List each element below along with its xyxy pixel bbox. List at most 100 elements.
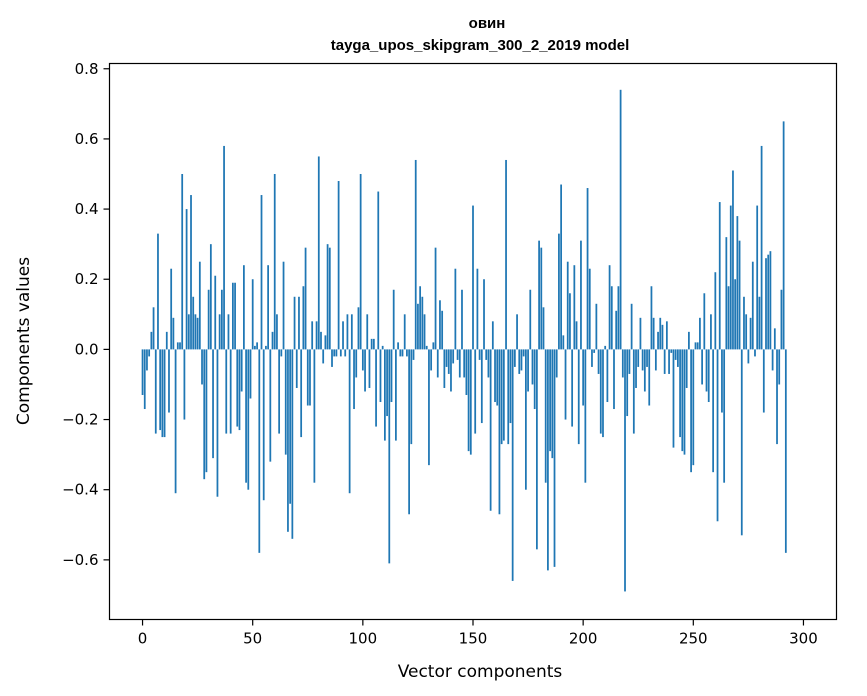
bar-282 — [762, 349, 765, 413]
bar-18 — [181, 173, 184, 350]
bar-109 — [381, 345, 384, 350]
bar-200 — [582, 349, 585, 406]
bar-283 — [765, 258, 767, 350]
bar-90 — [339, 349, 342, 357]
bar-260 — [714, 272, 717, 350]
bar-121 — [408, 349, 410, 515]
bar-128 — [423, 314, 426, 350]
x-tick-label: 250 — [679, 630, 708, 648]
bar-278 — [754, 349, 756, 357]
bar-145 — [461, 289, 463, 350]
bar-202 — [586, 188, 589, 350]
bar-194 — [569, 293, 571, 350]
bar-236 — [661, 324, 664, 350]
bar-175 — [527, 349, 529, 392]
bar-213 — [610, 286, 613, 350]
bar-102 — [366, 314, 369, 350]
bar-287 — [773, 328, 776, 350]
bar-140 — [450, 349, 452, 392]
bar-168 — [511, 349, 514, 581]
bar-71 — [298, 296, 300, 350]
y-axis-label: Components values — [14, 257, 34, 425]
bar-280 — [758, 296, 761, 350]
bar-184 — [547, 349, 549, 571]
bar-281 — [760, 145, 763, 350]
bar-241 — [672, 349, 675, 448]
bar-169 — [513, 349, 516, 367]
bar-96 — [353, 349, 355, 410]
bar-83 — [324, 335, 327, 350]
bar-16 — [176, 342, 179, 350]
bar-72 — [300, 349, 303, 438]
bar-162 — [498, 349, 501, 515]
bar-19 — [183, 349, 186, 420]
bar-208 — [599, 349, 602, 434]
bar-249 — [690, 349, 692, 473]
bar-273 — [743, 296, 745, 350]
bar-288 — [776, 349, 778, 445]
bar-129 — [425, 345, 428, 350]
bar-193 — [566, 261, 569, 350]
y-tick-label: 0.2 — [75, 270, 99, 288]
bar-73 — [302, 286, 305, 350]
bar-178 — [533, 349, 536, 410]
bar-39 — [227, 314, 230, 350]
x-tick-label: 50 — [243, 630, 262, 648]
bar-285 — [769, 251, 772, 350]
bar-206 — [595, 303, 598, 350]
bar-117 — [399, 349, 402, 357]
bar-29 — [205, 349, 208, 473]
y-tick-label: −0.6 — [62, 551, 98, 569]
bar-153 — [478, 349, 481, 360]
bar-34 — [216, 349, 219, 497]
bar-89 — [337, 181, 340, 350]
bar-199 — [580, 240, 582, 350]
bar-84 — [326, 244, 329, 350]
bar-261 — [716, 349, 719, 522]
bar-247 — [685, 349, 688, 388]
bar-94 — [348, 349, 351, 494]
bar-226 — [639, 317, 642, 350]
bar-13 — [170, 268, 173, 350]
bar-120 — [406, 349, 408, 357]
bar-134 — [436, 349, 439, 378]
bar-97 — [355, 349, 358, 378]
bar-59 — [271, 331, 274, 350]
bar-216 — [617, 286, 620, 350]
bar-113 — [390, 349, 393, 403]
bar-231 — [650, 286, 653, 350]
bar-185 — [549, 349, 551, 452]
bar-100 — [361, 349, 364, 371]
bar-107 — [377, 191, 380, 350]
bar-183 — [544, 349, 547, 483]
bar-228 — [643, 349, 646, 392]
bar-176 — [529, 289, 532, 350]
bar-221 — [628, 349, 631, 374]
bar-63 — [280, 349, 283, 357]
bar-272 — [740, 349, 743, 536]
bar-269 — [734, 279, 737, 350]
bar-133 — [434, 247, 437, 350]
bar-48 — [247, 349, 250, 490]
bar-55 — [262, 349, 265, 501]
bar-141 — [452, 349, 455, 364]
bar-291 — [782, 121, 785, 350]
bar-81 — [320, 331, 322, 350]
chart-subtitle: tayga_upos_skipgram_300_2_2019 model — [331, 37, 630, 54]
y-tick-label: −0.2 — [62, 411, 98, 429]
bar-276 — [749, 317, 752, 350]
bar-265 — [725, 237, 728, 350]
chart-title: овин — [469, 15, 506, 32]
bar-147 — [465, 349, 468, 395]
bar-1 — [143, 349, 146, 410]
bar-167 — [509, 349, 512, 424]
bar-46 — [243, 265, 245, 350]
y-tick-label: 0.4 — [75, 200, 99, 218]
bar-148 — [467, 349, 470, 452]
bar-50 — [251, 279, 254, 350]
bar-190 — [560, 184, 563, 350]
x-tick-label: 300 — [789, 630, 818, 648]
bar-164 — [502, 349, 505, 441]
y-tick-label: 0.6 — [75, 130, 99, 148]
